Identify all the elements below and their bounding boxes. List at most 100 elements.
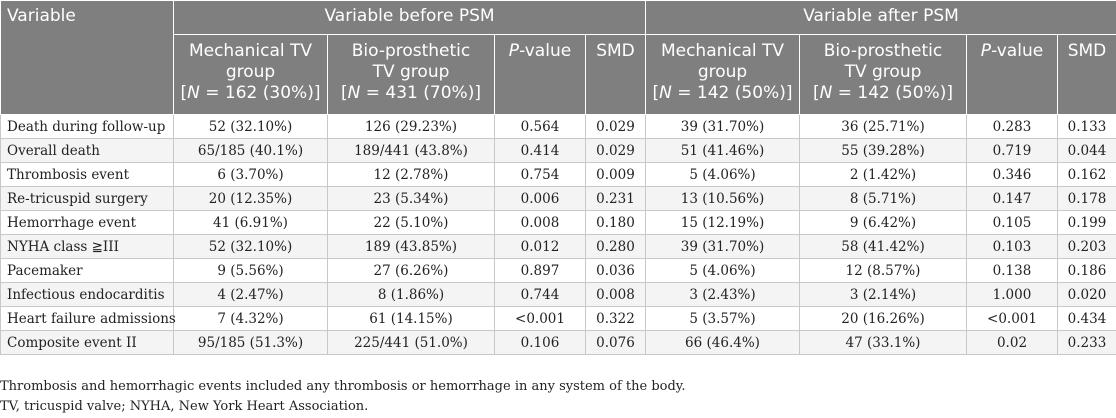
cell-pvalue-before: 0.008 <box>494 210 586 235</box>
header-n: = 162 (30%)] <box>199 83 321 103</box>
cell-pvalue-before: 0.897 <box>494 258 586 283</box>
cell-pvalue-before: 0.006 <box>494 186 586 211</box>
cell-mechanical-before: 52 (32.10%) <box>173 114 328 139</box>
cell-pvalue-after: 0.719 <box>966 138 1058 163</box>
table-footnotes: Thrombosis and hemorrhagic events includ… <box>0 377 686 417</box>
cell-bioprosthetic-before: 189/441 (43.8%) <box>327 138 495 163</box>
cell-smd-before: 0.076 <box>585 330 646 355</box>
cell-pvalue-after: 0.147 <box>966 186 1058 211</box>
table-row: Infectious endocarditis 4 (2.47%) 8 (1.8… <box>0 282 1116 307</box>
cell-variable: Pacemaker <box>0 258 174 283</box>
cell-pvalue-before: 0.414 <box>494 138 586 163</box>
cell-mechanical-after: 15 (12.19%) <box>645 210 800 235</box>
cell-mechanical-before: 4 (2.47%) <box>173 282 328 307</box>
cell-mechanical-after: 3 (2.43%) <box>645 282 800 307</box>
table-header: Variable Variable before PSM Variable af… <box>0 0 1116 115</box>
cell-bioprosthetic-before: 12 (2.78%) <box>327 162 495 187</box>
cell-variable: Death during follow-up <box>0 114 174 139</box>
cell-pvalue-before: 0.106 <box>494 330 586 355</box>
cell-variable: Thrombosis event <box>0 162 174 187</box>
cell-mechanical-after: 39 (31.70%) <box>645 234 800 259</box>
cell-mechanical-after: 39 (31.70%) <box>645 114 800 139</box>
cell-smd-after: 0.178 <box>1056 186 1116 211</box>
cell-bioprosthetic-after: 3 (2.14%) <box>799 282 967 307</box>
cell-smd-before: 0.180 <box>585 210 646 235</box>
cell-smd-after: 0.162 <box>1056 162 1116 187</box>
header-line: Bio-prosthetic <box>823 41 943 61</box>
cell-pvalue-after: <0.001 <box>966 306 1058 331</box>
header-n-symbol: N <box>819 83 833 103</box>
header-n: = 431 (70%)] <box>360 83 481 103</box>
cell-smd-after: 0.199 <box>1056 210 1116 235</box>
cell-smd-before: 0.029 <box>585 114 646 139</box>
cell-smd-before: 0.280 <box>585 234 646 259</box>
cell-bioprosthetic-after: 9 (6.42%) <box>799 210 967 235</box>
cell-pvalue-before: 0.012 <box>494 234 586 259</box>
cell-mechanical-after: 5 (3.57%) <box>645 306 800 331</box>
cell-variable: Hemorrhage event <box>0 210 174 235</box>
cell-pvalue-before: 0.754 <box>494 162 586 187</box>
cell-smd-after: 0.186 <box>1056 258 1116 283</box>
cell-pvalue-after: 0.346 <box>966 162 1058 187</box>
cell-mechanical-after: 66 (46.4%) <box>645 330 800 355</box>
cell-smd-after: 0.233 <box>1056 330 1116 355</box>
header-p-symbol: P <box>508 41 520 61</box>
cell-pvalue-before: <0.001 <box>494 306 586 331</box>
cell-variable: Re-tricuspid surgery <box>0 186 174 211</box>
cell-mechanical-before: 52 (32.10%) <box>173 234 328 259</box>
cell-bioprosthetic-after: 12 (8.57%) <box>799 258 967 283</box>
cell-mechanical-before: 41 (6.91%) <box>173 210 328 235</box>
header-line: group <box>225 62 276 82</box>
header-n: = 142 (50%)] <box>832 83 953 103</box>
footnote-line: TV, tricuspid valve; NYHA, New York Hear… <box>0 399 369 414</box>
header-n: [ <box>652 83 660 103</box>
table-row: Death during follow-up 52 (32.10%) 126 (… <box>0 114 1116 139</box>
header-bioprosthetic-before: Bio-prosthetic TV group [N = 431 (70%)] <box>327 34 495 115</box>
cell-bioprosthetic-after: 8 (5.71%) <box>799 186 967 211</box>
cell-mechanical-before: 6 (3.70%) <box>173 162 328 187</box>
cell-pvalue-after: 0.138 <box>966 258 1058 283</box>
table-row: Heart failure admissions 7 (4.32%) 61 (1… <box>0 306 1116 331</box>
cell-bioprosthetic-after: 58 (41.42%) <box>799 234 967 259</box>
cell-bioprosthetic-before: 23 (5.34%) <box>327 186 495 211</box>
cell-bioprosthetic-after: 36 (25.71%) <box>799 114 967 139</box>
cell-mechanical-after: 5 (4.06%) <box>645 162 800 187</box>
table-row: Thrombosis event 6 (3.70%) 12 (2.78%) 0.… <box>0 162 1116 187</box>
header-line: Mechanical TV <box>660 41 785 61</box>
cell-smd-before: 0.009 <box>585 162 646 187</box>
header-p-rest: -value <box>991 41 1044 61</box>
table-body: Death during follow-up 52 (32.10%) 126 (… <box>0 114 1116 355</box>
cell-pvalue-after: 0.105 <box>966 210 1058 235</box>
cell-bioprosthetic-before: 22 (5.10%) <box>327 210 495 235</box>
cell-bioprosthetic-after: 55 (39.28%) <box>799 138 967 163</box>
header-after-psm: Variable after PSM <box>644 0 1116 35</box>
header-line: Mechanical TV <box>188 41 313 61</box>
header-n: [ <box>180 83 188 103</box>
cell-mechanical-after: 5 (4.06%) <box>645 258 800 283</box>
cell-smd-before: 0.231 <box>585 186 646 211</box>
cell-bioprosthetic-after: 20 (16.26%) <box>799 306 967 331</box>
cell-smd-after: 0.203 <box>1056 234 1116 259</box>
header-line: group <box>697 62 748 82</box>
cell-variable: Composite event II <box>0 330 174 355</box>
cell-mechanical-before: 9 (5.56%) <box>173 258 328 283</box>
cell-pvalue-after: 0.283 <box>966 114 1058 139</box>
cell-variable: Heart failure admissions <box>0 306 176 331</box>
header-mechanical-after: Mechanical TV group [N = 142 (50%)] <box>645 34 800 115</box>
cell-mechanical-before: 7 (4.32%) <box>173 306 328 331</box>
table-row: Re-tricuspid surgery 20 (12.35%) 23 (5.3… <box>0 186 1116 211</box>
cell-bioprosthetic-before: 225/441 (51.0%) <box>327 330 495 355</box>
header-smd-after: SMD <box>1056 34 1116 115</box>
header-pvalue-before: P-value <box>494 34 586 115</box>
cell-smd-before: 0.036 <box>585 258 646 283</box>
cell-smd-after: 0.020 <box>1056 282 1116 307</box>
header-smd-before: SMD <box>585 34 646 115</box>
cell-mechanical-before: 95/185 (51.3%) <box>173 330 328 355</box>
header-n: = 142 (50%)] <box>671 83 793 103</box>
header-pvalue-after: P-value <box>966 34 1058 115</box>
cell-bioprosthetic-before: 126 (29.23%) <box>327 114 495 139</box>
header-n: [ <box>341 83 348 103</box>
header-bioprosthetic-after: Bio-prosthetic TV group [N = 142 (50%)] <box>799 34 967 115</box>
cell-smd-before: 0.029 <box>585 138 646 163</box>
header-variable: Variable <box>0 0 174 115</box>
